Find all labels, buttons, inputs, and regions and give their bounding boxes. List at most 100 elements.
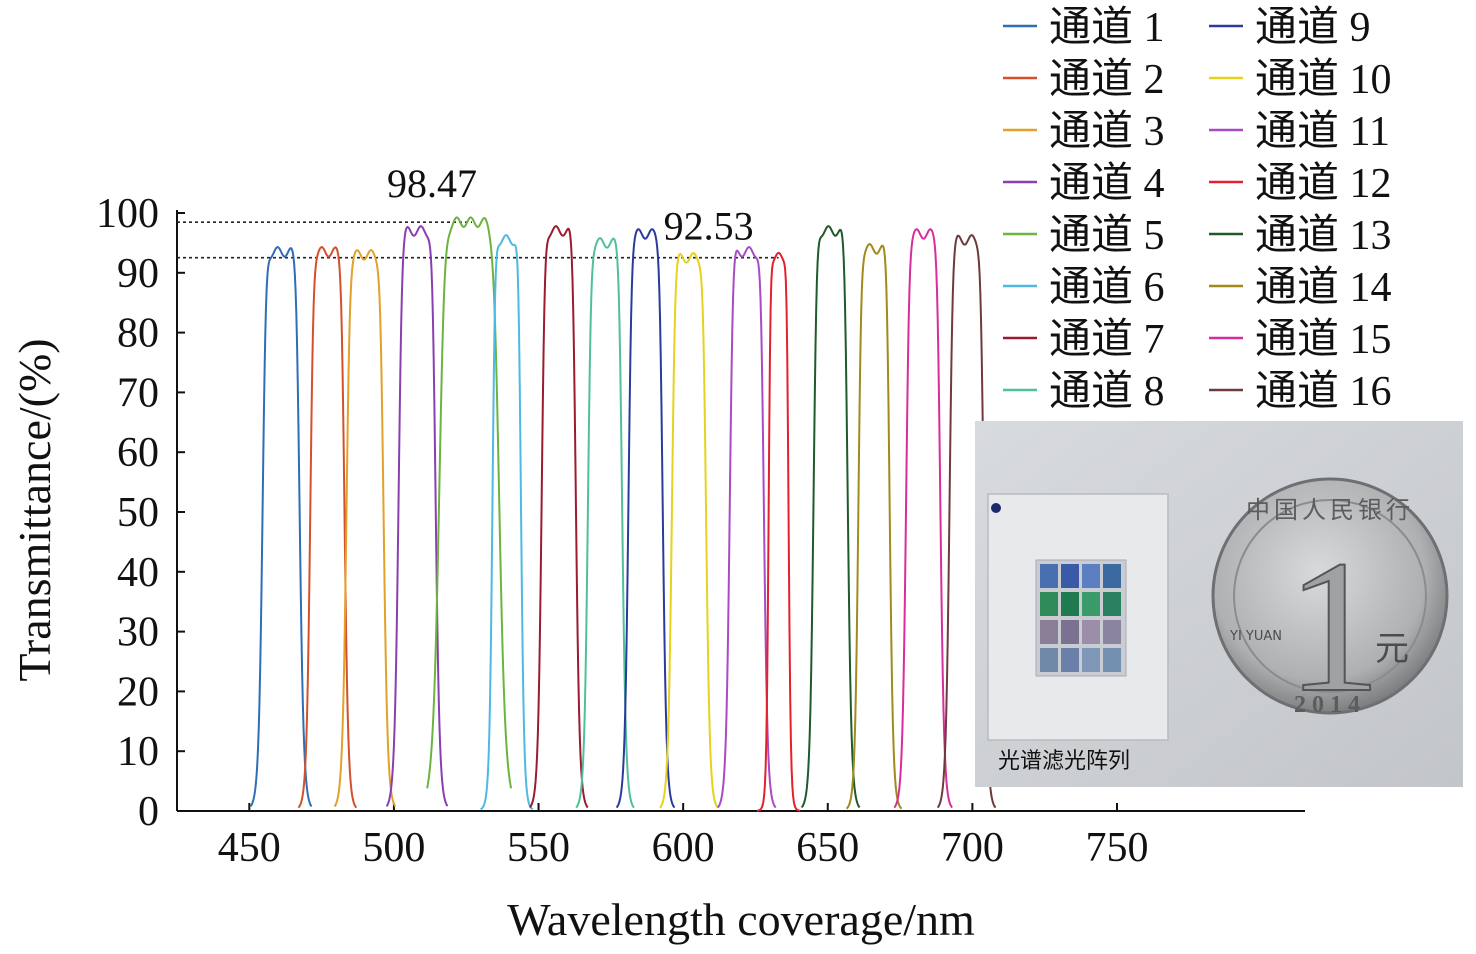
legend-label: 通道 1 xyxy=(1049,5,1165,51)
legend-label: 通道 14 xyxy=(1255,265,1392,311)
filter-cell xyxy=(1103,620,1121,644)
legend-entry: 通道 10 xyxy=(1209,57,1392,103)
coin-inscription: 中国人民银行 xyxy=(1246,496,1414,524)
x-tick-label: 650 xyxy=(796,825,859,871)
filter-cell xyxy=(1082,648,1100,672)
legend-entry: 通道 14 xyxy=(1209,265,1392,311)
coin: 1 元 YI YUAN 2014 中国人民银行 xyxy=(1211,477,1449,733)
filter-cell xyxy=(1103,648,1121,672)
annotation-group: 98.47 92.53 xyxy=(387,161,754,249)
legend-entry: 通道 2 xyxy=(1003,57,1165,103)
legend-label: 通道 3 xyxy=(1049,109,1165,155)
x-tick-label: 750 xyxy=(1086,825,1149,871)
filter-cell xyxy=(1040,648,1058,672)
x-tick-label: 700 xyxy=(941,825,1004,871)
legend-entry: 通道 4 xyxy=(1003,161,1165,207)
legend-entry: 通道 15 xyxy=(1209,317,1392,363)
y-tick-label: 100 xyxy=(96,191,159,237)
y-tick-label: 40 xyxy=(117,550,159,596)
y-tick-label: 60 xyxy=(117,430,159,476)
filter-cell xyxy=(1103,592,1121,616)
coin-inner-ring xyxy=(1233,499,1427,693)
legend-label: 通道 6 xyxy=(1049,265,1165,311)
series-line-3 xyxy=(333,249,397,808)
legend-label: 通道 16 xyxy=(1255,369,1392,415)
filter-cell xyxy=(1061,620,1079,644)
annotation-reference-lines xyxy=(177,221,779,259)
x-tick-label: 600 xyxy=(652,825,715,871)
legend-label: 通道 5 xyxy=(1049,213,1165,259)
filter-cell xyxy=(1061,648,1079,672)
y-tick-label: 10 xyxy=(117,729,159,775)
filter-cell xyxy=(1040,620,1058,644)
series-line-10 xyxy=(659,252,719,809)
filter-cell xyxy=(1082,592,1100,616)
photo-caption: 光谱滤光阵列 xyxy=(998,749,1130,774)
series-line-12 xyxy=(756,251,801,812)
coin-year: 2014 xyxy=(1294,692,1366,718)
legend-entry: 通道 3 xyxy=(1003,109,1165,155)
series-line-15 xyxy=(893,228,953,809)
legend-entry: 通道 8 xyxy=(1003,369,1165,415)
y-axis-title: Transmittance/(%) xyxy=(9,338,60,681)
legend-entry: 通道 16 xyxy=(1209,369,1392,415)
series-line-2 xyxy=(297,246,358,809)
slide-marker-dot xyxy=(991,503,1001,513)
y-tick-label: 0 xyxy=(138,789,159,835)
series-line-13 xyxy=(800,225,861,809)
legend-label: 通道 9 xyxy=(1255,5,1371,51)
legend-entry: 通道 6 xyxy=(1003,265,1165,311)
series-line-1 xyxy=(249,246,313,808)
coin-rim xyxy=(1211,477,1449,715)
legend-entry: 通道 11 xyxy=(1209,109,1390,155)
legend-label: 通道 11 xyxy=(1255,109,1390,155)
y-tick-label: 70 xyxy=(117,370,159,416)
filter-cell xyxy=(1082,564,1100,588)
coin-pinyin: YI YUAN xyxy=(1229,629,1282,644)
legend-label: 通道 8 xyxy=(1049,369,1165,415)
legend-entry: 通道 13 xyxy=(1209,213,1392,259)
coin-unit: 元 xyxy=(1375,629,1409,669)
legend-label: 通道 2 xyxy=(1049,57,1165,103)
legend-label: 通道 10 xyxy=(1255,57,1392,103)
legend-entry: 通道 7 xyxy=(1003,317,1165,363)
legend-label: 通道 13 xyxy=(1255,213,1392,259)
x-tick-label: 550 xyxy=(507,825,570,871)
legend: 通道 1 通道 2 通道 3 通道 4 通道 5 通道 6 通道 7 通道 8 通道 9 通道 1… xyxy=(1003,5,1392,415)
series-line-8 xyxy=(575,237,635,809)
legend-entry: 通道 1 xyxy=(1003,5,1165,51)
filter-cell xyxy=(1040,564,1058,588)
annotation-label: 98.47 xyxy=(387,161,477,206)
legend-entry: 通道 9 xyxy=(1209,5,1371,51)
y-tick-label: 80 xyxy=(117,311,159,357)
x-axis-title: Wavelength coverage/nm xyxy=(507,894,975,945)
legend-label: 通道 15 xyxy=(1255,317,1392,363)
y-tick-label: 50 xyxy=(117,490,159,536)
y-tick-group: 0 10 20 30 40 50 60 70 80 90 100 xyxy=(96,191,185,835)
y-tick-label: 30 xyxy=(117,610,159,656)
filter-cell xyxy=(1061,564,1079,588)
x-tick-label: 500 xyxy=(362,825,425,871)
inset-photo: 光谱滤光阵列 1 元 YI YUAN 2014 中国人民银行 xyxy=(975,421,1463,787)
series-group xyxy=(249,216,997,812)
legend-label: 通道 7 xyxy=(1049,317,1165,363)
filter-cell xyxy=(1103,564,1121,588)
y-tick-label: 90 xyxy=(117,251,159,297)
coin-denomination: 1 xyxy=(1287,522,1382,732)
filter-array-cells xyxy=(1040,564,1121,672)
legend-entry: 通道 12 xyxy=(1209,161,1392,207)
annotation-label: 92.53 xyxy=(664,204,754,249)
series-line-14 xyxy=(845,243,903,810)
series-line-5 xyxy=(426,216,513,789)
filter-cell xyxy=(1061,592,1079,616)
series-line-11 xyxy=(717,246,777,809)
legend-entry: 通道 5 xyxy=(1003,213,1165,259)
legend-label: 通道 12 xyxy=(1255,161,1392,207)
y-tick-label: 20 xyxy=(117,669,159,715)
x-tick-label: 450 xyxy=(218,825,281,871)
series-line-7 xyxy=(529,225,589,809)
legend-label: 通道 4 xyxy=(1049,161,1165,207)
series-line-9 xyxy=(615,228,676,809)
filter-cell xyxy=(1040,592,1058,616)
